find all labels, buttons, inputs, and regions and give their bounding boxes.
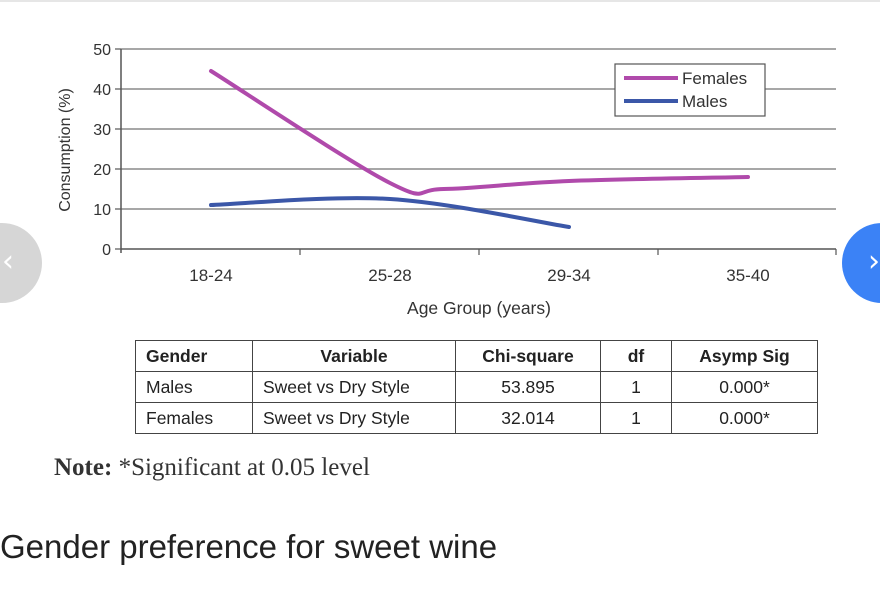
y-tick-label: 30: [93, 122, 111, 139]
figure-caption: Gender preference for sweet wine: [0, 528, 498, 565]
cell-gender: Males: [135, 371, 253, 403]
y-tick-label: 40: [93, 82, 111, 99]
legend-box: [614, 63, 766, 117]
note-label: Note:: [54, 454, 113, 481]
y-tick-label: 0: [102, 242, 111, 259]
axes: [115, 48, 837, 255]
legend: Females Males: [614, 63, 766, 117]
significance-note: Note: *Significant at 0.05 level: [54, 454, 370, 482]
table-row: Males Sweet vs Dry Style 53.895 1 0.000*: [135, 371, 818, 403]
header-df: df: [600, 340, 672, 372]
cell-variable: Sweet vs Dry Style: [252, 371, 456, 403]
series-lines: [209, 69, 750, 229]
chi-square-table: Gender Variable Chi-square df Asymp Sig …: [135, 340, 818, 434]
x-axis-label: Age Group (years): [407, 298, 551, 318]
table-header-row: Gender Variable Chi-square df Asymp Sig: [135, 340, 818, 372]
y-tick-label: 10: [93, 202, 111, 219]
header-asymp-sig: Asymp Sig: [671, 340, 818, 372]
legend-label-females: Females: [682, 69, 747, 88]
header-gender: Gender: [135, 340, 253, 372]
note-text: *Significant at 0.05 level: [112, 454, 370, 481]
top-divider: [0, 0, 880, 2]
x-tick-label: 29-34: [547, 266, 590, 285]
legend-label-males: Males: [682, 92, 727, 111]
cell-asymp-sig: 0.000*: [671, 371, 818, 403]
cell-chi-square: 32.014: [455, 402, 601, 434]
chevron-left-icon: ‹: [2, 244, 14, 279]
table-row: Females Sweet vs Dry Style 32.014 1 0.00…: [135, 402, 818, 434]
series-line-females: [209, 69, 750, 196]
cell-gender: Females: [135, 402, 253, 434]
x-tick-label: 35-40: [726, 266, 769, 285]
cell-asymp-sig: 0.000*: [671, 402, 818, 434]
x-tick-label: 25-28: [368, 266, 411, 285]
cell-chi-square: 53.895: [455, 371, 601, 403]
y-tick-label: 20: [93, 162, 111, 179]
y-tick-label: 50: [93, 42, 111, 59]
header-chi-square: Chi-square: [455, 340, 601, 372]
line-chart: 0 10 20 30 40 50 18-24 25-28 29-34 35-40 Females M…: [57, 42, 837, 318]
chevron-right-icon: ›: [868, 244, 880, 279]
series-line-males: [209, 196, 571, 229]
x-tick-label: 18-24: [189, 266, 232, 285]
cell-df: 1: [600, 371, 672, 403]
cell-df: 1: [600, 402, 672, 434]
tick-labels: 0 10 20 30 40 50 18-24 25-28 29-34 35-40: [93, 42, 770, 285]
cell-variable: Sweet vs Dry Style: [252, 402, 456, 434]
header-variable: Variable: [252, 340, 456, 372]
y-axis-label: Consumption (%): [57, 88, 74, 212]
